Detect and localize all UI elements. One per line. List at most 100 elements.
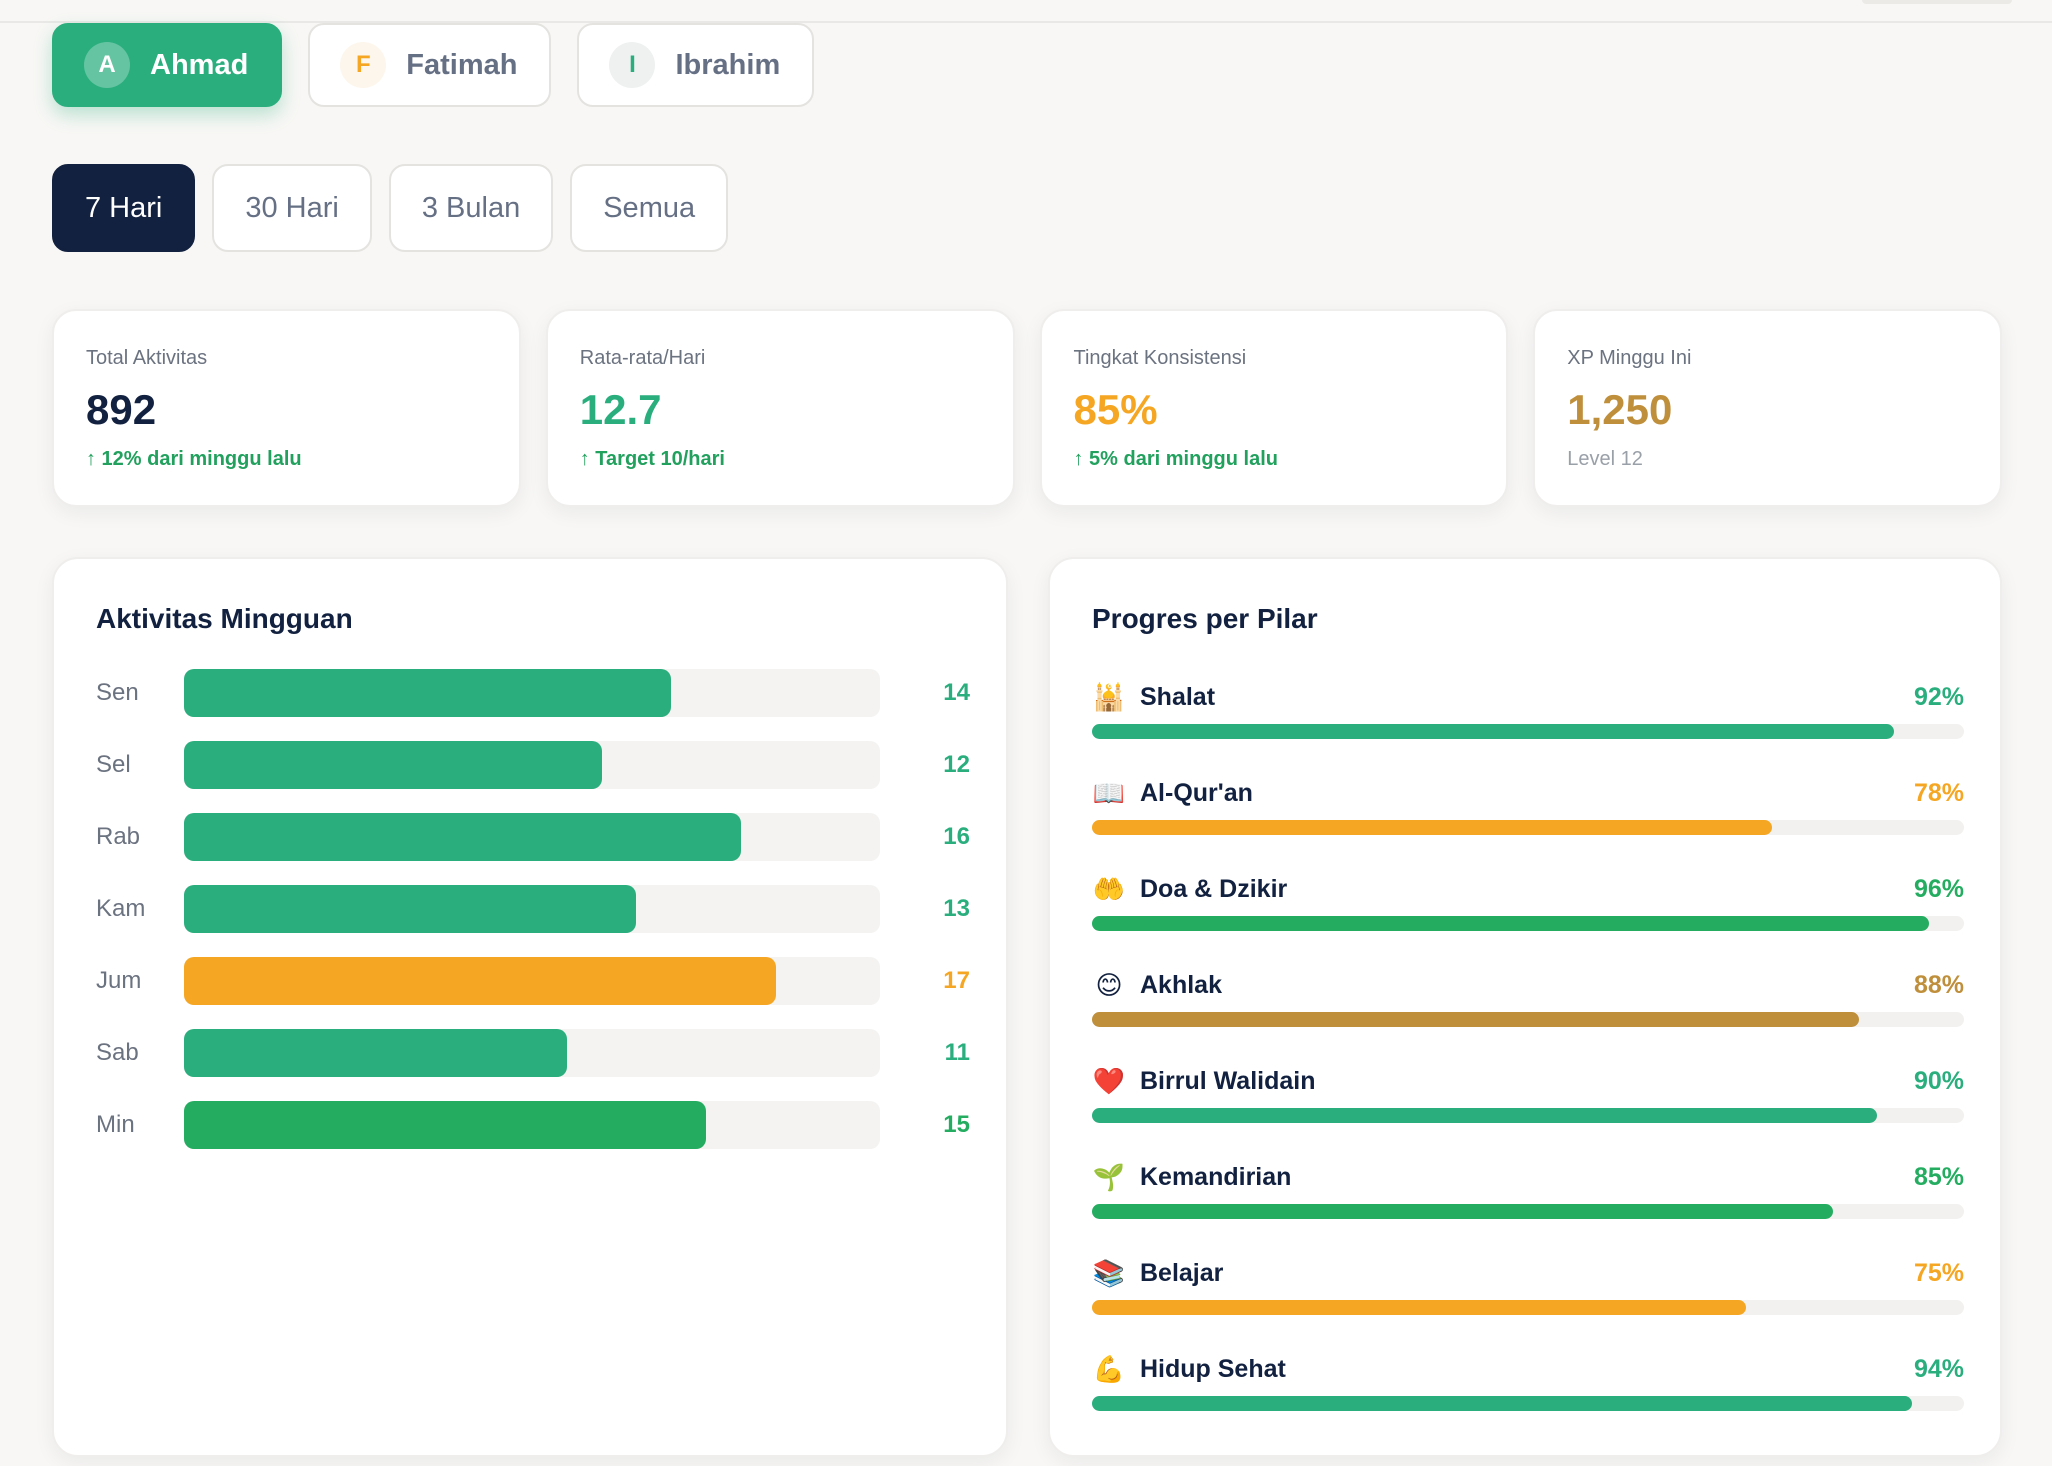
book-icon: 📖 (1092, 777, 1126, 808)
progress-track (1092, 1300, 1964, 1315)
pillar-percent: 78% (1913, 779, 1964, 807)
bar-track (184, 885, 880, 933)
tab-semua[interactable]: Semua (570, 164, 729, 252)
weekly-activity-panel: Aktivitas Mingguan Sen 14 Sel 12 Rab 16 Kam 13 J… (52, 557, 1008, 1457)
tab-7-hari[interactable]: 7 Hari (52, 164, 196, 252)
pillar-name: Shalat (1140, 683, 1216, 711)
bar-value: 11 (944, 1039, 970, 1066)
pillar-percent: 90% (1913, 1067, 1964, 1095)
pillar-progress-panel: Progres per Pilar 🕌 Shalat 92% 📖 Al-Qur'an 78… (1048, 557, 2002, 1457)
bar-fill (184, 669, 671, 717)
stat-value: 1,250 (1567, 386, 1673, 433)
progress-track (1092, 1012, 1964, 1027)
stat-label: Total Aktivitas (86, 347, 208, 369)
pillar-row: 😊 Akhlak 88% (1092, 968, 1964, 1028)
progress-track (1092, 724, 1964, 739)
bar-row-rab: Rab 16 (96, 813, 970, 861)
stat-value: 85% (1073, 386, 1158, 433)
progress-track (1092, 820, 1964, 835)
seedling-icon: 🌱 (1092, 1161, 1126, 1192)
bar-value: 14 (943, 679, 970, 706)
stat-trend: ↑ 12% dari minggu lalu (86, 448, 302, 470)
pillar-percent: 94% (1913, 1355, 1964, 1383)
progress-track (1092, 1204, 1964, 1219)
progress-fill (1092, 820, 1772, 835)
pillar-name: Kemandirian (1140, 1163, 1292, 1191)
stat-card-xp: XP Minggu Ini 1,250 Level 12 (1533, 309, 2002, 507)
pillar-name: Al-Qur'an (1140, 779, 1253, 807)
pillar-percent: 88% (1913, 971, 1964, 999)
progress-track (1092, 1108, 1964, 1123)
stat-level: Level 12 (1567, 448, 1643, 470)
progress-track (1092, 1396, 1964, 1411)
bar-value: 15 (943, 1111, 970, 1138)
stat-value: 892 (86, 386, 157, 433)
pillar-percent: 75% (1913, 1259, 1964, 1287)
bar-value: 17 (943, 967, 970, 994)
stat-value: 12.7 (579, 386, 662, 433)
child-tab-fatimah[interactable]: F Fatimah (308, 23, 552, 107)
bar-row-jum: Jum 17 (96, 957, 970, 1005)
stat-label: XP Minggu Ini (1567, 347, 1692, 369)
bar-fill (184, 813, 741, 861)
pillar-name: Birrul Walidain (1140, 1067, 1316, 1095)
pillar-row: 💪 Hidup Sehat 94% (1092, 1352, 1964, 1412)
child-name: Fatimah (406, 48, 518, 81)
progress-fill (1092, 916, 1929, 931)
stat-trend: ↑ Target 10/hari (579, 448, 725, 470)
progress-fill (1092, 1396, 1912, 1411)
bar-fill (184, 1101, 706, 1149)
bar-fill (184, 957, 776, 1005)
child-name: Ibrahim (675, 48, 781, 81)
pillar-name: Belajar (1140, 1259, 1224, 1287)
header-corner (1862, 0, 2012, 4)
bar-track (184, 1029, 880, 1077)
avatar: F (340, 42, 387, 88)
pillar-row: 📖 Al-Qur'an 78% (1092, 776, 1964, 836)
day-label: Sen (96, 679, 139, 706)
bar-row-sen: Sen 14 (96, 669, 970, 717)
stat-card-total-aktivitas: Total Aktivitas 892 ↑ 12% dari minggu la… (52, 309, 521, 507)
bar-track (184, 1101, 880, 1149)
tab-30-hari[interactable]: 30 Hari (212, 164, 372, 252)
panel-title: Progres per Pilar (1092, 603, 1318, 634)
child-tab-ibrahim[interactable]: I Ibrahim (577, 23, 815, 107)
day-label: Jum (96, 967, 142, 994)
panel-title: Aktivitas Mingguan (96, 603, 353, 634)
day-label: Sel (96, 751, 131, 778)
pillar-percent: 92% (1913, 683, 1964, 711)
pillar-name: Akhlak (1140, 971, 1222, 999)
flexed-arm-icon: 💪 (1092, 1353, 1126, 1384)
day-label: Rab (96, 823, 141, 850)
avatar: A (84, 42, 130, 88)
pillar-name: Doa & Dzikir (1140, 875, 1288, 903)
bar-fill (184, 1029, 567, 1077)
pillar-name: Hidup Sehat (1140, 1355, 1286, 1383)
praying-hands-icon: 🤲 (1092, 873, 1126, 904)
day-label: Sab (96, 1039, 139, 1066)
progress-fill (1092, 1108, 1877, 1123)
bar-value: 12 (943, 751, 970, 778)
stat-trend: ↑ 5% dari minggu lalu (1073, 448, 1278, 470)
child-name: Ahmad (150, 48, 249, 81)
pillar-row: 🕌 Shalat 92% (1092, 680, 1964, 740)
bar-value: 13 (943, 895, 970, 922)
stat-cards: Total Aktivitas 892 ↑ 12% dari minggu la… (52, 309, 2002, 507)
pillar-row: 🌱 Kemandirian 85% (1092, 1160, 1964, 1220)
day-label: Min (96, 1111, 135, 1138)
pillar-row: 📚 Belajar 75% (1092, 1256, 1964, 1316)
bar-fill (184, 741, 602, 789)
day-label: Kam (96, 895, 146, 922)
stat-card-rata-rata: Rata-rata/Hari 12.7 ↑ Target 10/hari (545, 309, 1015, 507)
stat-card-konsistensi: Tingkat Konsistensi 85% ↑ 5% dari minggu… (1039, 309, 1509, 507)
bar-row-kam: Kam 13 (96, 885, 970, 933)
bar-row-sab: Sab 11 (96, 1029, 970, 1077)
progress-fill (1092, 1012, 1859, 1027)
pillar-percent: 96% (1913, 875, 1964, 903)
bar-track (184, 813, 880, 861)
tab-3-bulan[interactable]: 3 Bulan (388, 164, 554, 252)
child-selector: A Ahmad F Fatimah I Ibrahim (52, 23, 815, 107)
progress-fill (1092, 724, 1894, 739)
bar-track (184, 669, 880, 717)
child-tab-ahmad[interactable]: A Ahmad (52, 23, 283, 107)
